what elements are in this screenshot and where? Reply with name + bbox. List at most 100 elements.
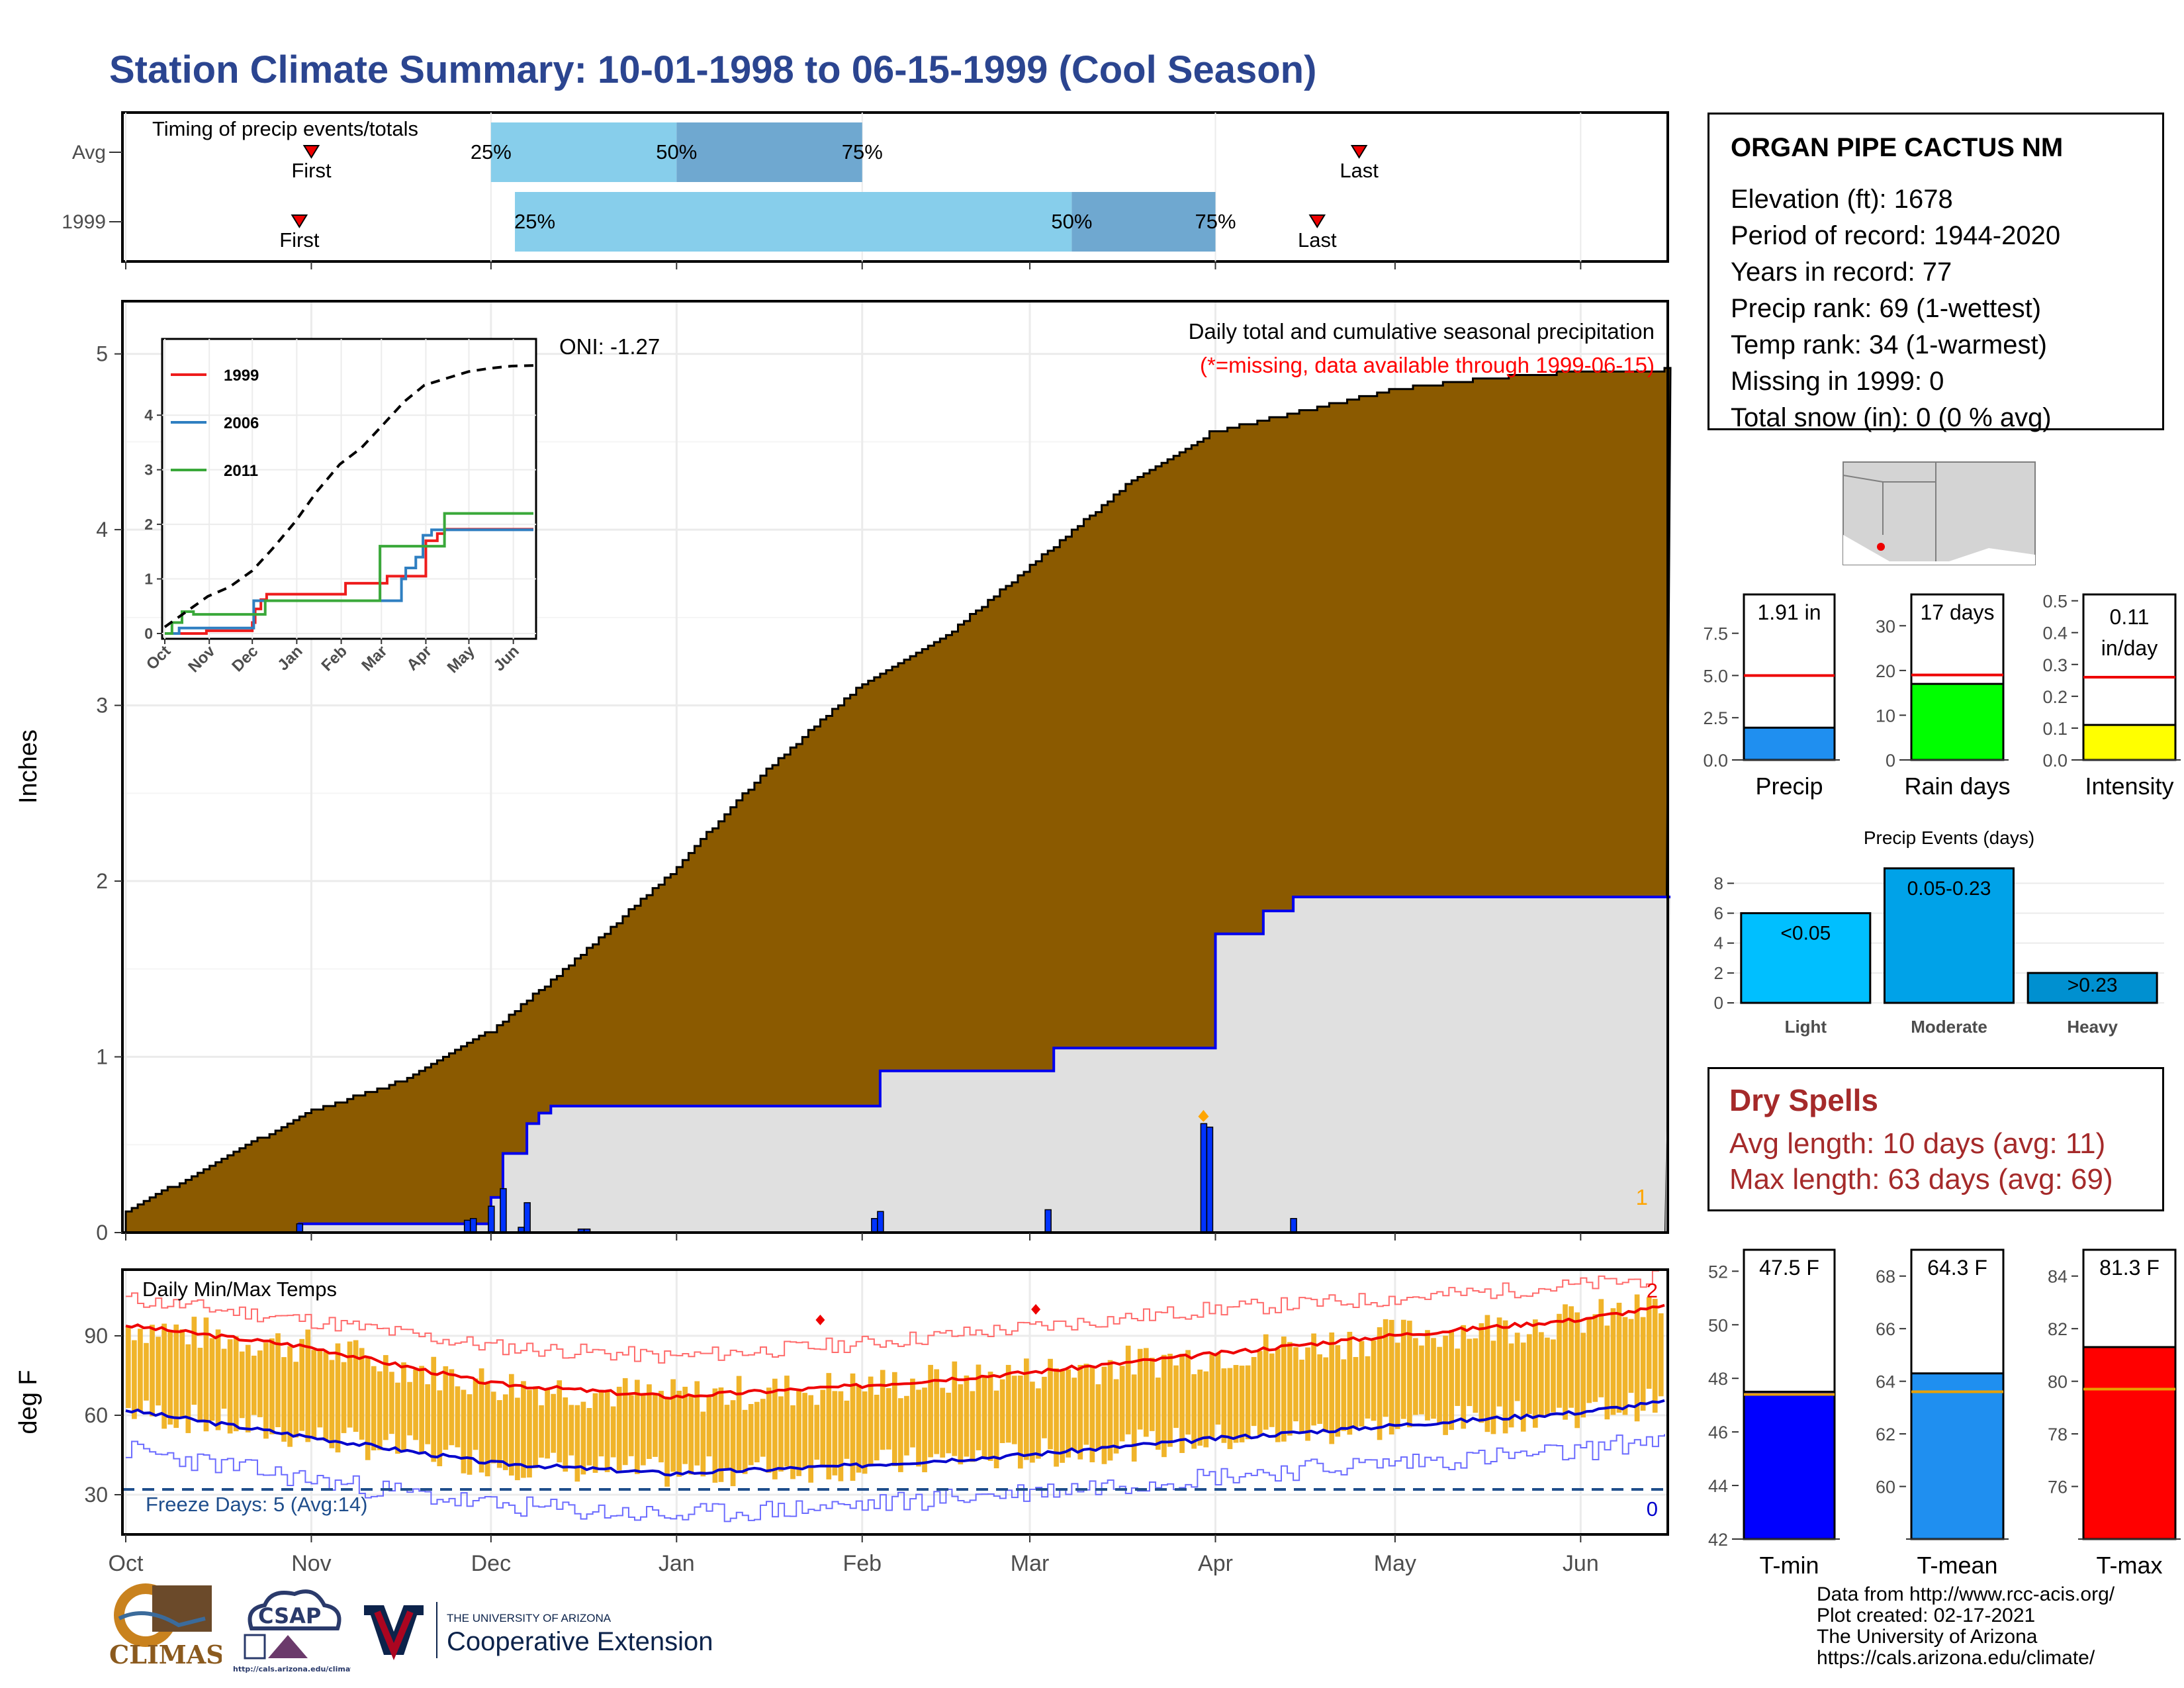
daily-temp-bar [1095,1384,1101,1450]
daily-temp-bar [910,1378,915,1448]
daily-temp-bar [712,1388,718,1483]
precip-total-value-label: 1.91 in [1757,600,1821,624]
timeline-q50-q75-bar [676,122,862,182]
daily-temp-bar [1400,1319,1406,1419]
events-y-tick-label: 8 [1714,873,1723,893]
events-y-tick-label: 0 [1714,993,1723,1013]
events-bar-label-heavy: >0.23 [2068,974,2118,996]
daily-temp-bar [1017,1376,1023,1469]
events-bar-label-moderate: 0.05-0.23 [1907,878,1991,900]
daily-temp-bar [455,1386,461,1448]
page-title: Station Climate Summary: 10-01-1998 to 0… [109,48,1317,91]
daily-temp-bar [347,1341,353,1428]
timeline-q50-label: 50% [656,140,697,164]
daily-temp-bar [1305,1347,1310,1441]
daily-temp-bar [359,1348,365,1440]
daily-temp-bar [1592,1314,1598,1402]
t-max-y-tick-label: 78 [2048,1425,2068,1444]
record-low-count: 0 [1647,1497,1658,1521]
daily-temp-bar [647,1384,652,1459]
daily-temp-bar [1479,1323,1484,1423]
daily-temp-bar [1604,1325,1610,1420]
daily-temp-bar [1490,1340,1496,1434]
daily-temp-bar [383,1355,388,1440]
inset-legend-label-1999: 1999 [224,367,259,385]
t-max-y-tick-label: 84 [2048,1267,2068,1287]
daily-temp-bar [844,1400,850,1459]
daily-temp-bar [760,1399,766,1457]
daily-temp-bar [407,1382,412,1436]
daily-temp-bar [1203,1371,1209,1448]
daily-temp-bar [1419,1345,1424,1415]
daily-temp-bar [1317,1354,1322,1425]
events-bar-moderate [1884,867,2015,1004]
daily-temp-bar [150,1325,155,1417]
daily-temp-bar [484,1382,490,1477]
daily-temp-bar [1508,1343,1514,1428]
daily-temp-bar [1437,1346,1442,1425]
daily-temp-bar [269,1338,275,1434]
daily-temp-bar [251,1355,257,1415]
station-period: Period of record: 1944-2020 [1731,221,2061,250]
inset-y-tick-label: 2 [144,516,153,533]
timeline-q25-label: 25% [471,140,512,164]
daily-temp-bar [478,1368,484,1473]
daily-temp-bar [1011,1376,1017,1444]
timeline-row-label-1: 1999 [62,211,106,233]
dry-spells-title: Dry Spells [1729,1083,1878,1117]
daily-temp-bar [832,1391,838,1476]
daily-temp-bar [353,1340,359,1432]
daily-temp-bar [1227,1368,1233,1450]
daily-temp-bar [628,1395,634,1456]
daily-temp-bar [461,1389,467,1474]
daily-precip-bar [1200,1123,1208,1233]
dry-spells-box: Dry Spells Avg length: 10 days (avg: 11)… [1707,1067,2164,1211]
daily-temp-bar [508,1374,514,1476]
daily-temp-bar [1191,1374,1197,1449]
t-min-bar [1743,1390,1836,1540]
daily-temp-bar [598,1389,604,1457]
daily-temp-bar [323,1352,329,1441]
daily-temp-bar [281,1357,287,1442]
daily-temp-bar [156,1336,161,1406]
precip-total-y-tick-label: 2.5 [1703,708,1728,728]
temp-panel-bg [122,1270,1668,1534]
rain-days-y-tick-label: 20 [1876,661,1895,681]
precip-panel-bg [122,301,1668,1233]
daily-temp-bar [856,1384,862,1473]
daily-temp-bar [748,1403,754,1466]
timeline-first-label: First [291,159,332,182]
dry-spells-avg: Avg length: 10 days (avg: 11) [1729,1127,2106,1160]
rain-days-y-tick-label: 10 [1876,706,1895,726]
daily-temp-bar [1143,1348,1149,1437]
daily-temp-bar [1245,1365,1251,1440]
daily-temp-bar [1179,1354,1185,1453]
temp-x-tick-label: Apr [1198,1551,1233,1576]
events-bar-heavy [2026,972,2158,1004]
timeline-first-marker [302,145,320,159]
daily-temp-bar [419,1366,424,1454]
events-bar-label-light: <0.05 [1780,923,1831,945]
temp-y-tick-label: 30 [84,1483,108,1507]
daily-temp-bar [1299,1360,1304,1433]
daily-temp-bar [928,1364,933,1458]
daily-temp-bar [1371,1340,1377,1421]
timeline-last-marker [1308,214,1326,228]
daily-temp-bar [754,1401,760,1463]
daily-temp-bar [1569,1306,1574,1408]
daily-temp-bar [1197,1369,1203,1446]
precip-total-y-tick-label: 5.0 [1703,666,1728,686]
t-mean-y-tick-label: 64 [1876,1372,1895,1392]
daily-temp-bar [688,1395,694,1475]
inset-line-1999 [165,528,533,635]
daily-temp-bar [167,1330,173,1425]
daily-temp-bar [1449,1330,1455,1430]
daily-temp-bar [1514,1333,1520,1401]
daily-temp-bar [557,1380,563,1463]
daily-temp-bar [934,1369,939,1454]
cumulative-1999-area [126,896,1671,1233]
daily-temp-bar [1388,1319,1394,1435]
daily-temp-bar [317,1351,323,1428]
temp-y-tick-label: 90 [84,1324,108,1348]
daily-temp-bar [1311,1333,1316,1426]
